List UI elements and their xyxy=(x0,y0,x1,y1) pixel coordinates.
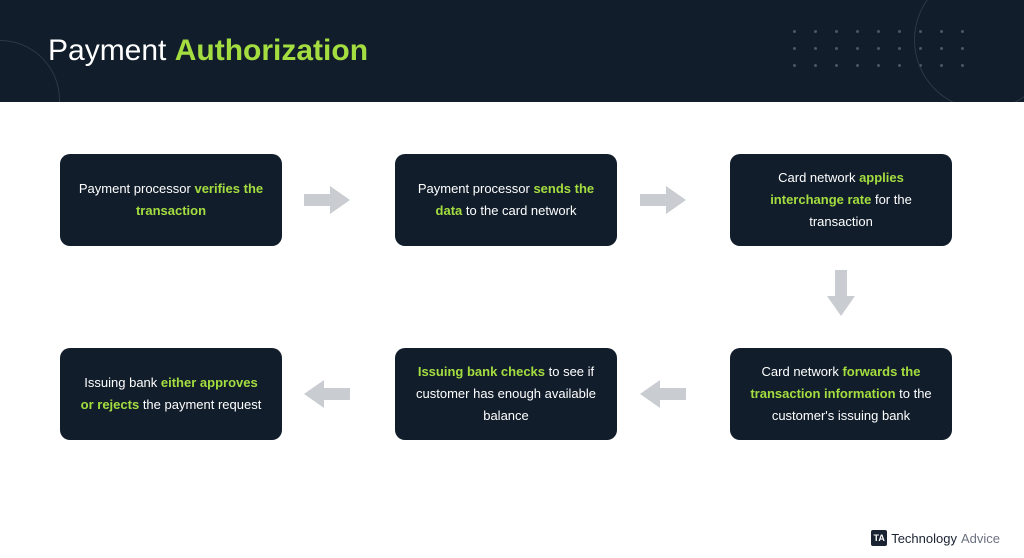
flow-node-n3: Card network applies interchange rate fo… xyxy=(730,154,952,246)
brand-name-light: Advice xyxy=(961,531,1000,546)
node-text-pre: Issuing bank xyxy=(84,375,161,390)
footer-brand: TA Technology Advice xyxy=(871,530,1000,546)
node-text-accent: Issuing bank checks xyxy=(418,364,545,379)
flow-node-n1: Payment processor verifies the transacti… xyxy=(60,154,282,246)
node-text-pre: Payment processor xyxy=(418,181,534,196)
brand-name-bold: Technology xyxy=(891,531,957,546)
page-title: Payment Authorization xyxy=(48,34,368,68)
flow-node-n2: Payment processor sends the data to the … xyxy=(395,154,617,246)
flow-arrow-n4-n5 xyxy=(640,380,686,408)
flow-node-n4: Card network forwards the transaction in… xyxy=(730,348,952,440)
title-accent: Authorization xyxy=(175,34,368,67)
flow-node-n5: Issuing bank checks to see if customer h… xyxy=(395,348,617,440)
flowchart-canvas: Payment processor verifies the transacti… xyxy=(0,102,1024,558)
node-text-pre: Card network xyxy=(762,364,843,379)
node-text-post: to the card network xyxy=(462,203,576,218)
header: Payment Authorization xyxy=(0,0,1024,102)
node-text-pre: Card network xyxy=(778,170,859,185)
flow-node-n6: Issuing bank either approves or rejects … xyxy=(60,348,282,440)
node-text-pre: Payment processor xyxy=(79,181,195,196)
node-text-post: the payment request xyxy=(139,397,261,412)
flow-arrow-n3-n4 xyxy=(827,270,855,316)
title-plain: Payment xyxy=(48,34,166,67)
flow-arrow-n1-n2 xyxy=(304,186,350,214)
flow-arrow-n5-n6 xyxy=(304,380,350,408)
flow-arrow-n2-n3 xyxy=(640,186,686,214)
decorative-arc-right xyxy=(914,0,1024,102)
brand-icon: TA xyxy=(871,530,887,546)
